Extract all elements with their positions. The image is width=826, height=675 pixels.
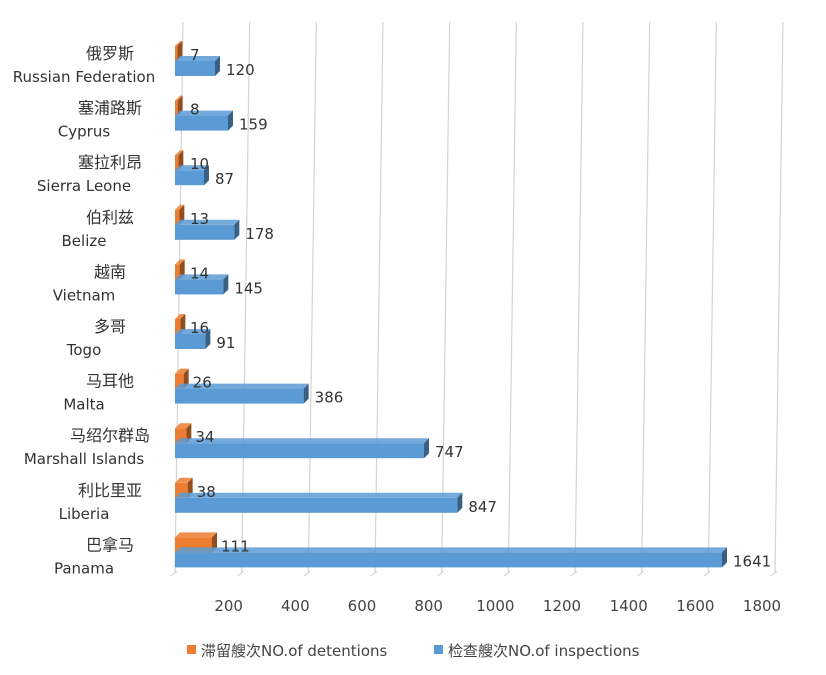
data-label-inspections: 91 [216,334,235,352]
tick-mark [170,570,178,577]
x-tick-label: 1600 [676,597,714,615]
data-label-inspections: 145 [234,279,263,297]
bar-inspections [175,56,220,76]
data-label-inspections: 178 [245,225,274,243]
data-label-detentions: 34 [195,428,214,446]
category-label-en: Belize [62,232,107,250]
tick-mark [704,570,711,577]
legend-label-detentions: 滞留艘次NO.of detentions [201,642,388,660]
category-label-en: Vietnam [53,286,116,304]
category-label-en: Panama [54,559,114,577]
data-label-detentions: 38 [197,483,216,501]
gridline [241,21,251,573]
data-label-detentions: 26 [193,374,212,392]
bar-inspections [175,329,211,349]
tick-mark [370,570,378,577]
data-label-inspections: 159 [239,116,268,134]
gridline [307,21,317,573]
gridline [574,21,584,573]
x-axis-ticks: 200 400 600 800 1000 1200 1400 1600 1800 [214,597,781,615]
bar-inspections [175,492,463,513]
bar-inspections [175,547,727,568]
bar-inspections [175,165,209,186]
data-label-detentions: 111 [221,537,250,555]
x-tick-label: 1000 [476,597,514,615]
category-label-cn: 多哥 [94,317,126,336]
category-label-cn: 利比里亚 [78,481,142,500]
data-label-inspections: 87 [215,170,234,188]
data-label-inspections: 1641 [733,552,771,570]
bar-inspections [175,438,429,459]
category-label-en: Togo [66,341,102,359]
category-label-cn: 马绍尔群岛 [70,426,150,445]
category-label-en: Russian Federation [13,68,155,86]
gridline [641,21,651,573]
data-label-detentions: 7 [190,46,200,64]
bar-inspections [175,383,309,404]
tick-mark [304,570,311,577]
category-label-cn: 越南 [94,262,126,281]
data-label-inspections: 847 [468,498,497,516]
data-label-detentions: 8 [190,101,200,119]
tick-mark [570,570,578,577]
bar-inspections [175,219,240,240]
category-label-cn: 俄罗斯 [86,44,134,63]
category-label-en: Sierra Leone [37,177,131,195]
data-label-detentions: 14 [190,264,209,282]
data-label-detentions: 16 [190,319,209,337]
gridlines [170,21,784,577]
category-label-cn: 伯利兹 [86,208,134,227]
legend-label-inspections: 检查艘次NO.of inspections [448,642,640,660]
category-label-en: Marshall Islands [24,450,145,468]
category-label-cn: 塞拉利昂 [78,153,142,172]
gridline [774,21,784,573]
category-label-en: Cyprus [58,123,111,141]
bars [175,41,727,568]
data-label-inspections: 386 [315,389,344,407]
legend-swatch-detentions [187,645,196,654]
tick-mark [437,570,444,577]
data-label-detentions: 10 [190,155,209,173]
category-label-en: Liberia [59,505,110,523]
x-tick-label: 1400 [610,597,648,615]
bar-inspections [175,274,229,295]
category-labels: 俄罗斯 Russian Federation 塞浦路斯 Cyprus 塞拉利昂 Sierr… [13,44,155,577]
gridline [507,21,517,573]
tick-mark [504,570,511,577]
category-label-cn: 马耳他 [86,372,134,391]
tick-mark [770,570,778,577]
x-tick-label: 600 [348,597,377,615]
data-label-inspections: 120 [226,61,255,79]
data-labels: 7 120 8 159 10 87 13 178 14 145 16 91 26 386 34 747 38 84… [190,46,771,570]
legend-swatch-inspections [434,645,443,654]
gridline [374,21,384,573]
bar-inspections [175,110,233,131]
data-label-inspections: 747 [435,443,464,461]
category-label-cn: 巴拿马 [86,535,134,554]
x-tick-label: 1800 [743,597,781,615]
legend: 滞留艘次NO.of detentions 检查艘次NO.of inspectio… [187,642,640,660]
gridline [441,21,451,573]
x-tick-label: 800 [414,597,443,615]
tick-mark [237,570,244,577]
x-tick-label: 1200 [543,597,581,615]
category-label-en: Malta [63,396,104,414]
x-tick-label: 400 [281,597,310,615]
data-label-detentions: 13 [190,210,209,228]
tick-mark [637,570,644,577]
x-tick-label: 200 [214,597,243,615]
gridline [707,21,717,573]
category-label-cn: 塞浦路斯 [78,99,142,118]
